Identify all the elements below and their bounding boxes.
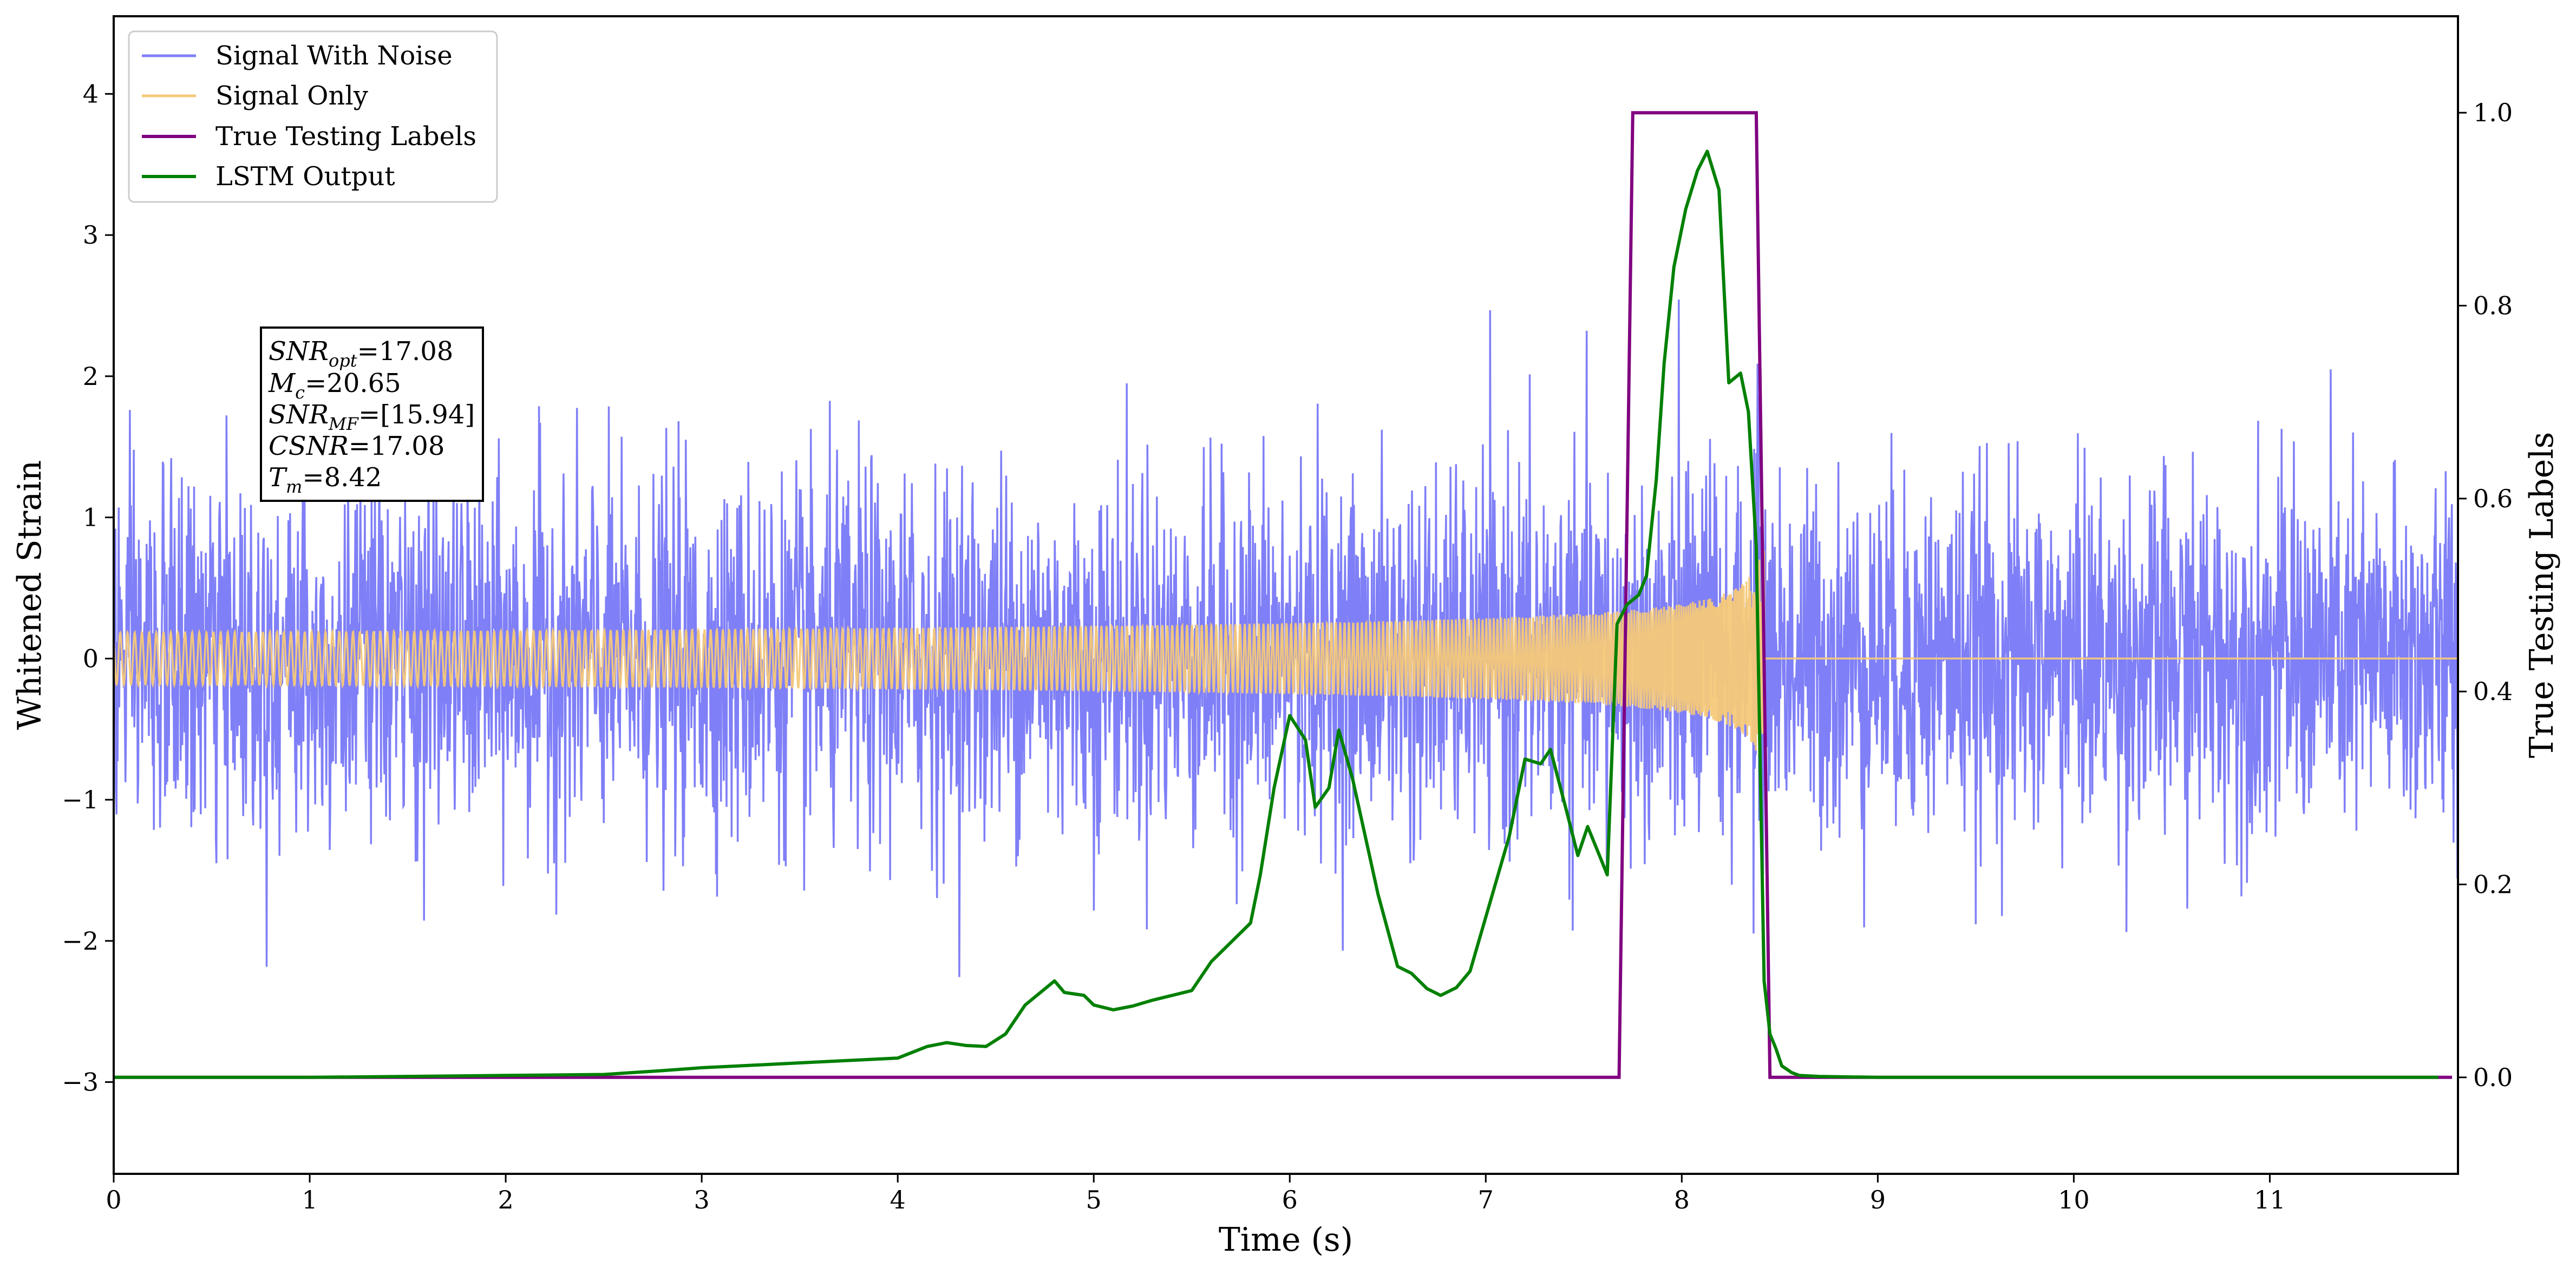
x-tick-label: 9 [1870,1185,1886,1214]
signal-with-noise-series [114,299,2458,977]
y-left-tick-label: 0 [83,644,99,673]
y-left-tick-label: 4 [83,79,99,108]
x-axis: 0 1 2 3 4 5 6 7 8 9 10 11 [106,1174,2286,1214]
x-tick-label: 2 [498,1185,513,1214]
annotation-line-tm: Tm=8.42 [269,462,382,497]
legend-item-signal-with-noise: Signal With Noise [142,41,453,71]
x-tick-label: 7 [1478,1185,1494,1214]
legend-label: Signal Only [215,81,368,111]
annotation-frame [260,326,484,502]
x-tick-label: 1 [302,1185,317,1214]
x-axis-title: Time (s) [1219,1221,1353,1259]
legend-frame [128,30,498,203]
legend-label: LSTM Output [215,161,395,192]
legend-item-lstm-output: LSTM Output [142,161,395,192]
x-tick-label: 8 [1674,1185,1690,1214]
lstm-output-series [114,149,2438,1079]
legend-item-signal-only: Signal Only [142,81,368,111]
x-tick-label: 11 [2254,1185,2286,1214]
y-right-tick-label: 0.0 [2473,1063,2513,1092]
y-left-tick-label: 2 [83,362,99,391]
y-axis-right: 0.0 0.2 0.4 0.6 0.8 1.0 [2458,98,2513,1092]
x-tick-label: 3 [694,1185,709,1214]
legend-label: Signal With Noise [215,41,453,71]
plot-frame [113,15,2459,1175]
annotation-line-snr-opt: SNRopt=17.08 [269,336,453,371]
y-axis-right-title: True Testing Labels [2523,432,2561,759]
y-left-tick-label: −2 [62,926,99,956]
signal-with-noise-line [114,299,2458,977]
y-right-tick-label: 0.6 [2473,484,2513,513]
signal-only-series [114,550,2458,754]
y-left-tick-label: 3 [83,220,99,250]
y-axis-left-title: Whitened Strain [11,460,49,730]
x-tick-label: 6 [1282,1185,1298,1214]
legend-item-true-testing-labels: True Testing Labels [142,121,476,152]
x-tick-label: 5 [1086,1185,1102,1214]
x-tick-label: 0 [106,1185,121,1214]
x-tick-label: 10 [2058,1185,2090,1214]
lstm-output-line [114,149,2438,1079]
legend: Signal With Noise Signal Only True Testi… [128,30,498,203]
annotation-line-mc: Mc=20.65 [268,368,401,403]
y-right-tick-label: 0.8 [2473,291,2513,321]
signal-only-line [114,550,2458,754]
y-axis-left: −3 −2 −1 0 1 2 3 4 [62,79,114,1097]
y-left-tick-label: −3 [62,1068,99,1097]
y-right-tick-label: 0.2 [2473,870,2513,899]
x-tick-label: 4 [890,1185,906,1214]
y-right-tick-label: 1.0 [2473,98,2513,127]
legend-label: True Testing Labels [215,121,476,152]
y-left-tick-label: 1 [83,503,99,532]
parameter-annotation-box: SNRopt=17.08 Mc=20.65 SNRMF=[15.94] CSNR… [260,326,484,502]
y-left-tick-label: −1 [62,785,99,814]
annotation-line-snr-mf: SNRMF=[15.94] [269,400,475,434]
annotation-line-csnr: CSNR=17.08 [269,431,444,461]
y-right-tick-label: 0.4 [2473,677,2513,706]
